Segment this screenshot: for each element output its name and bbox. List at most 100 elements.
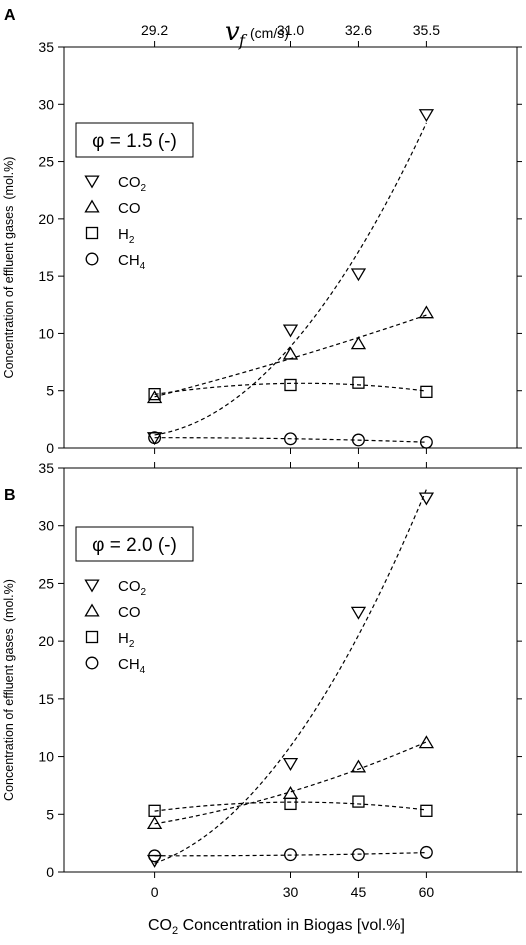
data-point-co [418,735,435,749]
data-point-h2 [284,797,297,811]
y-tick-label: 10 [38,325,54,341]
y-tick-label: 30 [38,518,54,534]
legend-label-main: CH [118,656,140,673]
legend-marker [84,175,100,189]
legend-label-main: CO [118,578,141,595]
y-tick-label: 15 [38,691,54,707]
data-point-co2 [418,109,435,123]
y-tick-label: 20 [38,633,54,649]
fit-line-co [154,741,427,825]
legend-label-sub: 2 [129,639,135,650]
legend-label-sub: 4 [140,665,146,676]
legend-label-main: CO [118,604,141,621]
plot-frame [63,46,518,449]
y-tick-label: 0 [46,864,54,880]
legend-label: CO [118,200,141,217]
y-tick-label: 30 [38,96,54,112]
y-tick-label: 25 [38,575,54,591]
y-tick-label: 10 [38,749,54,765]
data-point-co2 [350,268,367,282]
legend-marker [85,630,99,644]
data-point-h2 [352,795,365,808]
data-point-ch4 [419,845,433,859]
legend-marker [84,603,100,617]
legend-label-main: CO [118,200,141,217]
top-axis-tick-label: 32.6 [345,22,372,38]
top-axis-symbol: v [225,17,240,47]
top-axis-tick-label: 29.2 [141,22,168,38]
data-point-h2 [420,804,433,817]
fit-line-co [154,314,427,398]
top-axis-tick-label: 31.0 [277,22,304,38]
legend-label-main: H [118,630,129,647]
y-tick-label: 0 [46,440,54,456]
fit-line-ch4 [154,437,427,443]
fit-line-ch4 [154,852,427,857]
data-point-co2 [350,606,367,620]
x-axis-label-sub: 2 [172,925,178,937]
fit-line-co2 [154,489,427,864]
legend-marker [85,252,99,266]
legend-label: CO [118,604,141,621]
legend-marker [85,656,99,670]
y-tick-label: 25 [38,154,54,170]
y-axis-label-unit: (mol.%) [2,579,16,622]
panel-letter: B [4,487,16,504]
phi-box [75,526,194,562]
data-point-co [350,759,367,773]
data-point-h2 [420,385,433,399]
y-tick-label: 15 [38,268,54,284]
y-tick-label: 5 [46,806,54,822]
x-axis-label: CO2 Concentration in Biogas [vol.%] [148,917,405,937]
x-tick-label: 30 [283,884,299,900]
chart-panel-b: B 0 5 10 15 20 25 30 35 0 30 45 60 Concentration of e… [2,460,522,900]
top-axis-subscript: f [238,31,248,50]
top-axis-tick-label: 35.5 [413,22,440,38]
legend-marker [84,199,100,213]
data-point-co [350,336,367,350]
y-axis-label-unit: (mol.%) [2,157,16,200]
phi-label: φ = 2.0 (-) [92,535,177,556]
x-axis-label-main: CO [148,917,172,934]
data-point-h2 [352,376,365,389]
phi-box [75,122,194,158]
data-point-ch4 [284,432,297,446]
top-axis-unit: (cm/s) [250,25,289,41]
x-tick-label: 45 [351,884,367,900]
legend-label: CH4 [118,656,146,676]
data-point-co [146,390,163,404]
legend-label: H2 [118,630,135,650]
fit-line-co2 [154,122,427,436]
data-point-ch4 [419,435,433,449]
data-point-h2 [284,378,297,392]
y-axis-label-text: Concentration of effluent gases [2,206,16,379]
data-point-co2 [418,492,435,506]
y-tick-label: 35 [38,39,54,55]
data-point-co2 [282,757,299,771]
legend-label: CO2 [118,578,147,598]
data-point-co2 [282,324,299,338]
y-axis-label: Concentration of effluent gases (mol.%) [2,579,16,801]
y-tick-label: 20 [38,211,54,227]
x-axis-label-rest: Concentration in Biogas [vol.%] [178,917,405,934]
data-point-ch4 [284,848,297,862]
data-point-co2 [146,432,163,446]
data-point-co [418,305,435,319]
legend-label: CO2 [118,174,147,194]
phi-label: φ = 1.5 (-) [92,131,177,152]
x-tick-label: 0 [151,884,159,900]
legend-label-sub: 2 [141,183,147,194]
data-point-ch4 [352,433,365,447]
legend-label-main: CH [118,252,140,269]
legend-label: H2 [118,226,135,246]
data-point-ch4 [352,848,365,862]
legend-label-main: H [118,226,129,243]
chart-panel-a: A 0 5 10 15 20 25 30 35 29.2 31.0 32.6 35.5 Concentra… [2,7,522,456]
x-tick-label: 60 [419,884,435,900]
data-point-h2 [148,388,161,401]
panel-letter: A [4,7,16,24]
y-axis-label: Concentration of effluent gases (mol.%) [2,157,16,379]
legend-label-sub: 4 [140,261,146,272]
